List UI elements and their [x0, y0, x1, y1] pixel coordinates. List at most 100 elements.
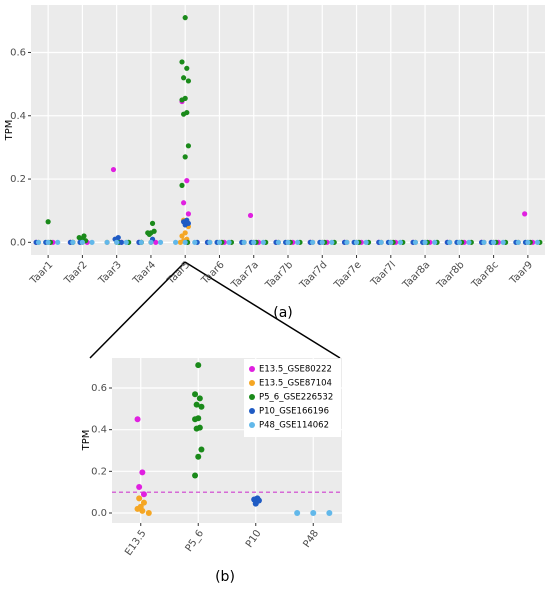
point — [35, 239, 42, 245]
x-tick-label: Taar7l — [368, 259, 398, 289]
legend-marker — [249, 366, 255, 372]
point — [136, 483, 143, 490]
point — [247, 212, 254, 219]
point — [185, 143, 191, 149]
point — [179, 182, 185, 188]
point — [151, 228, 157, 234]
point — [326, 510, 333, 516]
point — [196, 395, 203, 402]
point — [481, 239, 487, 245]
point — [447, 239, 453, 245]
point — [134, 416, 141, 423]
point — [329, 239, 335, 245]
legend-label: E13.5_GSE87104 — [259, 379, 332, 389]
point — [146, 231, 152, 238]
point — [173, 239, 179, 245]
point — [344, 239, 350, 245]
point — [241, 239, 247, 245]
point — [319, 239, 325, 245]
point — [378, 239, 384, 245]
point — [456, 239, 462, 245]
point — [275, 239, 282, 245]
legend-box — [244, 359, 341, 437]
legend-label: P5_6_GSE226532 — [259, 393, 333, 403]
point — [182, 154, 188, 160]
x-tick-label: Taar3 — [96, 259, 124, 287]
point — [192, 391, 199, 398]
y-axis-label: TPM — [4, 120, 15, 142]
x-tick-label: Taar8a — [400, 259, 432, 291]
point — [181, 75, 187, 81]
point — [123, 239, 129, 245]
legend-marker — [249, 408, 255, 414]
x-tick-label: Taar8c — [469, 259, 501, 291]
point — [140, 499, 147, 506]
point — [55, 239, 61, 245]
panel-label: (a) — [273, 305, 293, 321]
point — [412, 239, 419, 245]
point — [388, 239, 394, 245]
point — [193, 401, 200, 408]
point — [192, 472, 199, 479]
point — [251, 239, 257, 245]
legend-label: P48_GSE114062 — [259, 421, 329, 431]
point — [310, 510, 317, 516]
point — [138, 239, 144, 245]
x-tick-label: Taar9 — [507, 259, 535, 287]
point — [185, 78, 191, 84]
point — [466, 239, 472, 245]
y-axis-label: TPM — [81, 430, 92, 452]
point — [195, 453, 202, 460]
point — [363, 239, 369, 245]
point — [182, 15, 188, 21]
point — [140, 491, 147, 498]
point — [294, 239, 301, 245]
panel-label: (b) — [215, 569, 235, 585]
point — [148, 239, 154, 245]
point — [534, 239, 541, 245]
point — [114, 239, 120, 245]
point — [500, 239, 506, 245]
point — [118, 239, 125, 245]
point — [136, 495, 143, 502]
point — [193, 425, 200, 432]
zoom-line — [184, 261, 341, 359]
point — [181, 200, 187, 206]
point — [45, 219, 51, 225]
point — [179, 59, 185, 65]
point — [182, 230, 188, 236]
y-tick-label: 0.4 — [91, 425, 107, 436]
x-tick-label: Taar4 — [130, 259, 158, 287]
x-tick-label: Taar7b — [263, 259, 295, 291]
x-tick-label: Taar2 — [62, 259, 90, 287]
point — [153, 239, 159, 245]
point — [45, 239, 51, 245]
point — [260, 239, 266, 245]
point — [149, 220, 156, 226]
point — [110, 166, 117, 173]
x-tick-label: P5_6 — [184, 528, 207, 554]
point — [157, 239, 164, 245]
x-tick-label: P10 — [244, 528, 264, 550]
point — [207, 239, 213, 245]
point — [145, 510, 152, 516]
point — [134, 505, 141, 512]
point — [185, 211, 191, 217]
point — [139, 469, 146, 476]
point — [198, 403, 205, 410]
point — [182, 222, 188, 228]
point — [179, 233, 185, 239]
y-tick-label: 0.4 — [10, 111, 26, 122]
point — [226, 239, 232, 245]
y-tick-label: 0.6 — [10, 47, 26, 58]
point — [310, 239, 316, 245]
point — [216, 239, 223, 245]
x-tick-label: Taar1 — [28, 259, 56, 287]
point — [422, 239, 428, 245]
legend-marker — [249, 380, 255, 386]
legend-label: E13.5_GSE80222 — [259, 365, 332, 375]
point — [182, 239, 188, 245]
point — [184, 178, 190, 184]
y-tick-label: 0.2 — [10, 174, 26, 185]
